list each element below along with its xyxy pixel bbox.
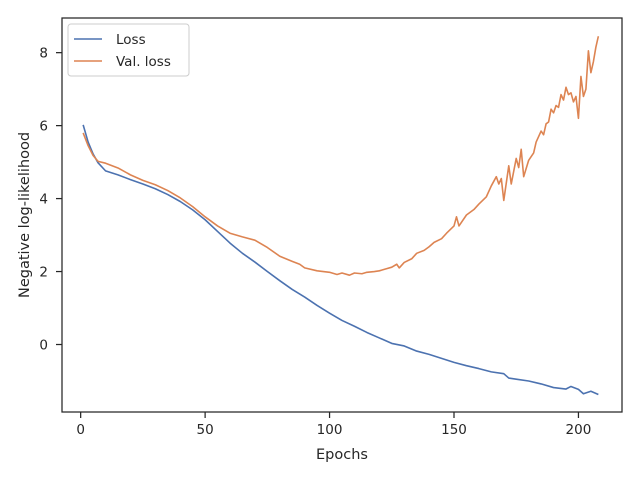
legend: Loss Val. loss (67, 23, 190, 77)
y-tick-label: 2 (39, 265, 48, 281)
y-tick-label: 0 (39, 338, 48, 354)
x-tick-label: 0 (76, 422, 85, 438)
axes-frame (61, 17, 623, 413)
x-tick-label: 150 (441, 422, 467, 438)
y-axis-label: Negative log-likelihood (17, 132, 33, 298)
x-tick-label: 50 (197, 422, 214, 438)
x-tick-label: 200 (566, 422, 592, 438)
legend-box (67, 23, 190, 77)
x-axis-ticks: 0 50 100 150 200 (76, 412, 591, 438)
y-axis-ticks: 0 2 4 6 8 (39, 46, 62, 354)
legend-label-loss: Loss (116, 32, 146, 48)
y-tick-label: 8 (39, 46, 48, 62)
series-line-val-loss (82, 36, 600, 276)
series-line-loss (82, 124, 599, 396)
x-axis-label: Epochs (316, 447, 368, 463)
x-tick-label: 100 (317, 422, 343, 438)
y-tick-label: 4 (39, 192, 48, 208)
series-layer (82, 36, 600, 396)
legend-label-val-loss: Val. loss (116, 54, 171, 70)
y-tick-label: 6 (39, 119, 48, 135)
